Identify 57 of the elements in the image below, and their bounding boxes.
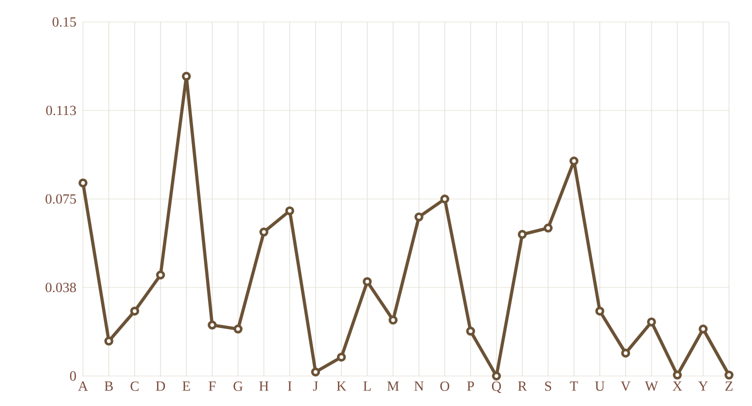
y-tick-label: 0.15 (52, 17, 76, 27)
point (336, 352, 346, 362)
y-tick-label: 0.038 (46, 282, 76, 292)
point (182, 72, 191, 81)
x-tick-label: S (545, 382, 552, 391)
point (259, 228, 268, 237)
point (208, 320, 217, 330)
point (104, 336, 114, 346)
point (440, 194, 450, 204)
point (234, 324, 243, 334)
x-tick-label: C (130, 382, 139, 391)
point (466, 326, 476, 336)
point (362, 277, 372, 286)
y-tick-label: 0.075 (46, 194, 76, 204)
point (672, 370, 682, 380)
point (698, 324, 708, 334)
point (595, 306, 604, 316)
x-tick-label: P (467, 382, 474, 391)
x-tick-label: T (570, 382, 578, 391)
x-tick-label: M (387, 382, 399, 391)
point (647, 317, 656, 326)
point (544, 224, 553, 233)
point (388, 316, 398, 325)
point (414, 212, 424, 222)
x-tick-label: F (208, 382, 216, 391)
point (518, 230, 527, 239)
point (78, 178, 88, 188)
x-tick-label: D (156, 382, 165, 391)
x-tick-label: O (440, 382, 450, 391)
x-tick-label: Z (725, 382, 733, 391)
point (492, 372, 501, 380)
x-tick-label: U (595, 382, 605, 391)
x-tick-label: W (644, 382, 658, 391)
x-tick-label: Q (492, 382, 502, 394)
x-tick-label: R (518, 382, 527, 391)
point (311, 368, 320, 376)
x-tick-label: H (259, 382, 269, 391)
x-tick-label: X (672, 382, 682, 391)
x-tick-label: K (336, 382, 346, 391)
x-tick-label: B (104, 382, 113, 391)
x-tick-label: J (313, 382, 318, 391)
x-tick-label: L (363, 382, 371, 391)
x-tick-label: A (78, 382, 88, 391)
x-tick-label: I (288, 382, 292, 391)
x-tick-label: Y (698, 382, 708, 391)
point (569, 156, 578, 166)
point (156, 270, 166, 280)
x-tick-label: G (234, 382, 243, 391)
x-tick-label: V (620, 382, 631, 391)
point (621, 348, 630, 358)
y-tick-label: 0 (70, 371, 76, 381)
x-tick-label: E (182, 382, 190, 391)
y-tick-label: 0.113 (46, 106, 76, 116)
point (130, 306, 140, 316)
x-tick-label: N (414, 382, 424, 391)
point (724, 370, 734, 380)
point (285, 206, 294, 216)
